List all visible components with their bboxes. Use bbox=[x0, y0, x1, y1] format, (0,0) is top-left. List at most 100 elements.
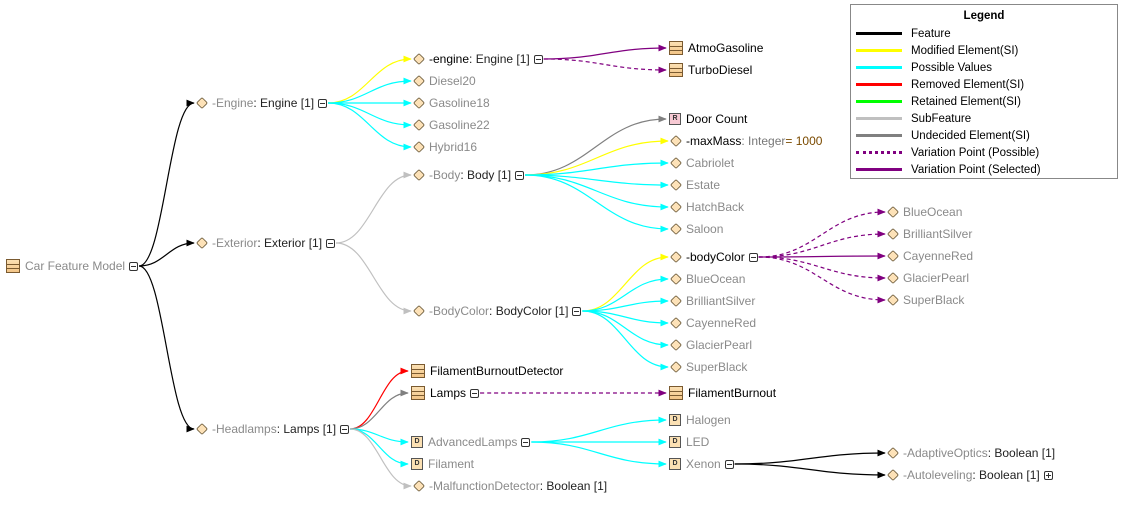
node-v-cayenne-red[interactable]: CayenneRed bbox=[886, 248, 973, 264]
node-hybrid16[interactable]: Hybrid16 bbox=[412, 139, 478, 155]
node-filament-burnout-detector[interactable]: FilamentBurnoutDetector bbox=[411, 363, 563, 379]
node-v-super-black[interactable]: SuperBlack bbox=[886, 292, 965, 308]
edge-body-color-feature-to-bc-blue-ocean bbox=[582, 275, 669, 312]
node-headlamps[interactable]: -Headlamps : Lamps [1] bbox=[195, 421, 350, 437]
collapse-icon[interactable] bbox=[748, 252, 758, 262]
node-engine-feature[interactable]: -Engine : Engine [1] bbox=[195, 95, 328, 111]
node-name: Saloon bbox=[686, 222, 724, 236]
expand-icon[interactable] bbox=[1043, 470, 1053, 480]
edge-headlamps-to-filament-burnout-detector bbox=[350, 367, 409, 430]
property-icon bbox=[669, 294, 683, 308]
datatype-icon: D bbox=[669, 414, 681, 426]
collapse-icon[interactable] bbox=[533, 54, 543, 64]
edge-body-to-estate bbox=[525, 174, 669, 189]
edge-body-color-prop-to-v-cayenne-red bbox=[758, 252, 886, 260]
collapse-icon[interactable] bbox=[572, 306, 582, 316]
node-saloon[interactable]: Saloon bbox=[669, 221, 724, 237]
node-body-color-feature[interactable]: -BodyColor : BodyColor [1] bbox=[412, 303, 582, 319]
datatype-icon: D bbox=[669, 458, 681, 470]
edge-engine-prop-to-atmo-gasoline bbox=[543, 44, 667, 60]
node-halogen[interactable]: D Halogen bbox=[669, 412, 731, 428]
datatype-icon: D bbox=[411, 458, 423, 470]
node-name: GlacierPearl bbox=[686, 338, 753, 352]
node-advanced-lamps[interactable]: D AdvancedLamps bbox=[411, 434, 531, 450]
node-bc-super-black[interactable]: SuperBlack bbox=[669, 359, 747, 375]
property-icon bbox=[886, 446, 900, 460]
node-cabriolet[interactable]: Cabriolet bbox=[669, 155, 735, 171]
node-xenon[interactable]: D Xenon bbox=[669, 456, 734, 472]
node-led[interactable]: D LED bbox=[669, 434, 709, 450]
property-icon bbox=[412, 168, 426, 182]
node-name: Cabriolet bbox=[686, 156, 735, 170]
collapse-icon[interactable] bbox=[129, 261, 139, 271]
node-name: -Headlamps bbox=[212, 422, 277, 436]
node-name: Estate bbox=[686, 178, 721, 192]
node-atmo-gasoline[interactable]: AtmoGasoline bbox=[669, 40, 763, 56]
collapse-icon[interactable] bbox=[340, 424, 350, 434]
node-name: HatchBack bbox=[686, 200, 745, 214]
legend-label: Retained Element(SI) bbox=[911, 95, 1021, 108]
node-hatchback[interactable]: HatchBack bbox=[669, 199, 745, 215]
node-v-blue-ocean[interactable]: BlueOcean bbox=[886, 204, 962, 220]
node-autoleveling[interactable]: -Autoleveling : Boolean [1] bbox=[886, 467, 1053, 483]
edge-advanced-lamps-to-xenon bbox=[531, 441, 667, 468]
property-icon bbox=[669, 178, 683, 192]
collapse-icon[interactable] bbox=[326, 238, 336, 248]
collapse-icon[interactable] bbox=[318, 98, 328, 108]
legend-item: Removed Element(SI) bbox=[851, 76, 1117, 93]
property-icon bbox=[669, 250, 683, 264]
node-lamps[interactable]: Lamps bbox=[411, 385, 480, 401]
edge-engine-feature-to-gasoline22 bbox=[328, 102, 412, 129]
node-name: Hybrid16 bbox=[429, 140, 478, 154]
node-filament[interactable]: D Filament bbox=[411, 456, 474, 472]
node-engine-prop[interactable]: -engine : Engine [1] bbox=[412, 51, 543, 67]
node-estate[interactable]: Estate bbox=[669, 177, 721, 193]
node-exterior[interactable]: -Exterior : Exterior [1] bbox=[195, 235, 336, 251]
node-name: Diesel20 bbox=[429, 74, 476, 88]
node-bc-brilliant-silver[interactable]: BrilliantSilver bbox=[669, 293, 755, 309]
node-name: TurboDiesel bbox=[688, 63, 753, 77]
node-name: -Body bbox=[429, 168, 461, 182]
legend-swatch bbox=[856, 49, 902, 52]
node-body[interactable]: -Body : Body [1] bbox=[412, 167, 525, 183]
node-name: AtmoGasoline bbox=[688, 41, 764, 55]
node-name: BrilliantSilver bbox=[903, 227, 973, 241]
node-filament-burnout[interactable]: FilamentBurnout bbox=[669, 385, 776, 401]
legend-swatch bbox=[856, 134, 902, 137]
edge-engine-prop-to-turbo-diesel bbox=[543, 58, 667, 74]
property-icon bbox=[412, 96, 426, 110]
edge-car-feature-model-to-headlamps bbox=[138, 265, 195, 433]
node-car-feature-model[interactable]: Car Feature Model bbox=[6, 258, 139, 274]
collapse-icon[interactable] bbox=[724, 459, 734, 469]
node-diesel20[interactable]: Diesel20 bbox=[412, 73, 476, 89]
edge-headlamps-to-lamps bbox=[350, 389, 409, 430]
node-type: : Boolean [1] bbox=[987, 446, 1056, 460]
node-gasoline22[interactable]: Gasoline22 bbox=[412, 117, 490, 133]
node-turbo-diesel[interactable]: TurboDiesel bbox=[669, 62, 752, 78]
property-icon bbox=[412, 118, 426, 132]
collapse-icon[interactable] bbox=[515, 170, 525, 180]
node-v-brilliant-silver[interactable]: BrilliantSilver bbox=[886, 226, 973, 242]
node-bc-glacier-pearl[interactable]: GlacierPearl bbox=[669, 337, 753, 353]
node-bc-cayenne-red[interactable]: CayenneRed bbox=[669, 315, 756, 331]
edge-body-color-feature-to-bc-super-black bbox=[582, 310, 669, 371]
legend-item: Modified Element(SI) bbox=[851, 42, 1117, 59]
collapse-icon[interactable] bbox=[521, 437, 531, 447]
class-icon bbox=[669, 41, 683, 55]
node-bc-blue-ocean[interactable]: BlueOcean bbox=[669, 271, 745, 287]
node-name: SuperBlack bbox=[903, 293, 965, 307]
node-name: -AdaptiveOptics bbox=[903, 446, 988, 460]
node-door-count[interactable]: R Door Count bbox=[669, 111, 747, 127]
edge-car-feature-model-to-engine-feature bbox=[138, 99, 195, 267]
node-adaptive-optics[interactable]: -AdaptiveOptics : Boolean [1] bbox=[886, 445, 1056, 461]
node-name: -MalfunctionDetector bbox=[429, 479, 540, 493]
node-name: Xenon bbox=[686, 457, 721, 471]
node-max-mass[interactable]: -maxMass : Integer = 1000 bbox=[669, 133, 822, 149]
node-body-color-prop[interactable]: -bodyColor bbox=[669, 249, 758, 265]
collapse-icon[interactable] bbox=[470, 388, 480, 398]
node-gasoline18[interactable]: Gasoline18 bbox=[412, 95, 490, 111]
node-malfunction-detector[interactable]: -MalfunctionDetector : Boolean [1] bbox=[412, 478, 607, 494]
node-name: GlacierPearl bbox=[903, 271, 970, 285]
node-v-glacier-pearl[interactable]: GlacierPearl bbox=[886, 270, 970, 286]
